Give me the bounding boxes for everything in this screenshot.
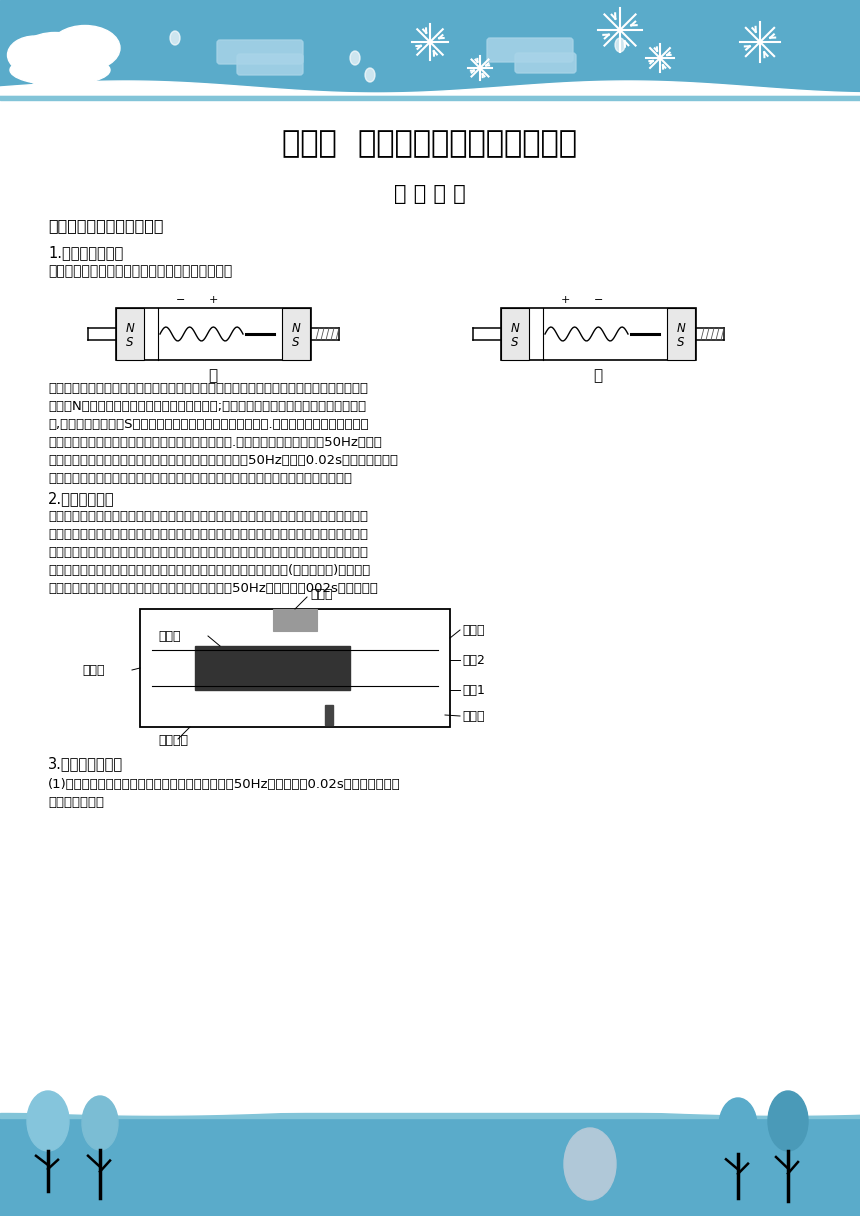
Text: N: N xyxy=(292,321,300,334)
Text: 乙: 乙 xyxy=(593,368,603,383)
FancyBboxPatch shape xyxy=(237,54,303,75)
Text: −: − xyxy=(594,295,604,305)
Bar xyxy=(116,308,144,360)
Text: 1.电磁打点计时器: 1.电磁打点计时器 xyxy=(48,246,123,260)
Text: 2.电火花计时器: 2.电火花计时器 xyxy=(48,491,114,507)
Text: 变化，簧片周期性地受到向下、向上的力就振动起来.制造时使簧片的固有率为50Hz等于交: 变化，簧片周期性地受到向下、向上的力就振动起来.制造时使簧片的固有率为50Hz等… xyxy=(48,435,382,449)
Bar xyxy=(116,308,311,360)
Text: 运动着的纸带上就打出了一列点迹，当电源的频率为50Hz时，它每隔002s打一个点。: 运动着的纸带上就打出了一列点迹，当电源的频率为50Hz时，它每隔002s打一个点… xyxy=(48,582,378,596)
Text: +: + xyxy=(561,295,570,305)
Polygon shape xyxy=(0,81,860,95)
Bar xyxy=(282,308,310,360)
Text: 纸带2: 纸带2 xyxy=(462,653,485,666)
Ellipse shape xyxy=(50,26,120,71)
Text: N: N xyxy=(511,321,519,334)
Text: 第四节  实验：用打点计时器测速度: 第四节 实验：用打点计时器测速度 xyxy=(282,129,578,158)
Ellipse shape xyxy=(10,55,110,85)
Ellipse shape xyxy=(8,36,63,74)
Text: 电火花计时器的原理与电磁打点计时器相同，不过在纸带上打点的不是振针和复写纸，而是: 电火花计时器的原理与电磁打点计时器相同，不过在纸带上打点的不是振针和复写纸，而是 xyxy=(48,511,368,524)
Ellipse shape xyxy=(768,1091,808,1152)
Text: (1)两种计时器使用的都是交流电源，当电源频率为50Hz时，都每隔0.02s打一个点，但两: (1)两种计时器使用的都是交流电源，当电源频率为50Hz时，都每隔0.02s打一… xyxy=(48,777,401,790)
Ellipse shape xyxy=(564,1128,616,1200)
Text: 压纸条: 压纸条 xyxy=(158,630,181,642)
Text: 3.两种计时器比较: 3.两种计时器比较 xyxy=(48,756,123,771)
Text: S: S xyxy=(511,336,519,349)
Ellipse shape xyxy=(719,1098,757,1154)
Text: 电火花和墨粉，它是利用火花放电在纸带上打出小孔而显示出点迹的。使用时，墨粉纸盘套: 电火花和墨粉，它是利用火花放电在纸带上打出小孔而显示出点迹的。使用时，墨粉纸盘套 xyxy=(48,529,368,541)
Bar xyxy=(273,609,317,631)
Bar xyxy=(501,308,529,360)
Bar xyxy=(0,1116,860,1216)
Bar xyxy=(0,1113,860,1118)
FancyBboxPatch shape xyxy=(515,54,576,73)
Text: 电磁打点计时器的工作原理可用下图甲、乙来说明: 电磁打点计时器的工作原理可用下图甲、乙来说明 xyxy=(48,264,232,278)
Text: 弹性片: 弹性片 xyxy=(462,624,484,636)
Text: 纸盘轴: 纸盘轴 xyxy=(310,589,333,602)
Text: 乙,所示，簧片左端为S极，永久磁铁使簧片受到一个向上的力.随着交变电流方向的周期性: 乙,所示，簧片左端为S极，永久磁铁使簧片受到一个向上的力.随着交变电流方向的周期… xyxy=(48,417,369,430)
Text: 墨粉纸盘: 墨粉纸盘 xyxy=(158,734,188,748)
Text: 甲: 甲 xyxy=(208,368,218,383)
Text: 当线圈中通入的交流电为正半周时，设电流的方向如图甲所示，则线圈中被磁化的钢制簧片: 当线圈中通入的交流电为正半周时，设电流的方向如图甲所示，则线圈中被磁化的钢制簧片 xyxy=(48,382,368,394)
Text: S: S xyxy=(678,336,685,349)
Text: S: S xyxy=(126,336,134,349)
Bar xyxy=(325,705,333,725)
Bar xyxy=(195,646,350,689)
Ellipse shape xyxy=(365,68,375,81)
Ellipse shape xyxy=(350,51,360,64)
Bar xyxy=(501,308,696,360)
Bar xyxy=(0,0,860,95)
Text: S: S xyxy=(292,336,300,349)
Text: 一、打点计时器的工作原理: 一、打点计时器的工作原理 xyxy=(48,219,163,233)
Text: 纸带1: 纸带1 xyxy=(462,683,485,697)
Ellipse shape xyxy=(82,1096,118,1150)
Ellipse shape xyxy=(615,38,625,52)
Text: +: + xyxy=(209,295,218,305)
Text: N: N xyxy=(126,321,134,334)
FancyBboxPatch shape xyxy=(217,40,303,64)
Text: 导电片: 导电片 xyxy=(82,664,105,676)
Ellipse shape xyxy=(27,1091,69,1152)
Text: 左端为N极，永久磁铁使簧片受到一个向下的力;当交流电转为负半周时，电流的方向如图: 左端为N极，永久磁铁使簧片受到一个向下的力;当交流电转为负半周时，电流的方向如图 xyxy=(48,400,366,412)
Text: 实 验 指 导: 实 验 指 导 xyxy=(394,184,466,204)
Text: 变电流的频率，这样簧片就振动得最剧烈，振动频率也为50Hz，每隔0.02s就通过复写纸在: 变电流的频率，这样簧片就振动得最剧烈，振动频率也为50Hz，每隔0.02s就通过… xyxy=(48,454,398,467)
Text: 者使用的工作电: 者使用的工作电 xyxy=(48,795,104,809)
Bar xyxy=(0,94,860,100)
Text: −: − xyxy=(176,295,186,305)
Polygon shape xyxy=(0,1104,860,1115)
Bar xyxy=(667,308,695,360)
Ellipse shape xyxy=(15,33,95,88)
Text: 计时器发出的脉冲电流经放电针、墨粉纸盘到纸盘轴，产生火花放电(如下图所示)，于是在: 计时器发出的脉冲电流经放电针、墨粉纸盘到纸盘轴，产生火花放电(如下图所示)，于是… xyxy=(48,564,371,578)
Text: N: N xyxy=(677,321,685,334)
Text: 在纸盘轴上，把纸带穿过限位孔，并夹在两条纸带之间当接通电源、按下脉冲输出开关时，: 在纸盘轴上，把纸带穿过限位孔，并夹在两条纸带之间当接通电源、按下脉冲输出开关时， xyxy=(48,546,368,559)
Ellipse shape xyxy=(170,30,180,45)
Text: 运动的纸带上打下一个点，通过纸带上留下的一行小点，我们就能了解物体的运动情况: 运动的纸带上打下一个点，通过纸带上留下的一行小点，我们就能了解物体的运动情况 xyxy=(48,472,352,484)
Text: 放电针: 放电针 xyxy=(462,709,484,722)
Bar xyxy=(140,609,450,727)
FancyBboxPatch shape xyxy=(487,38,573,62)
